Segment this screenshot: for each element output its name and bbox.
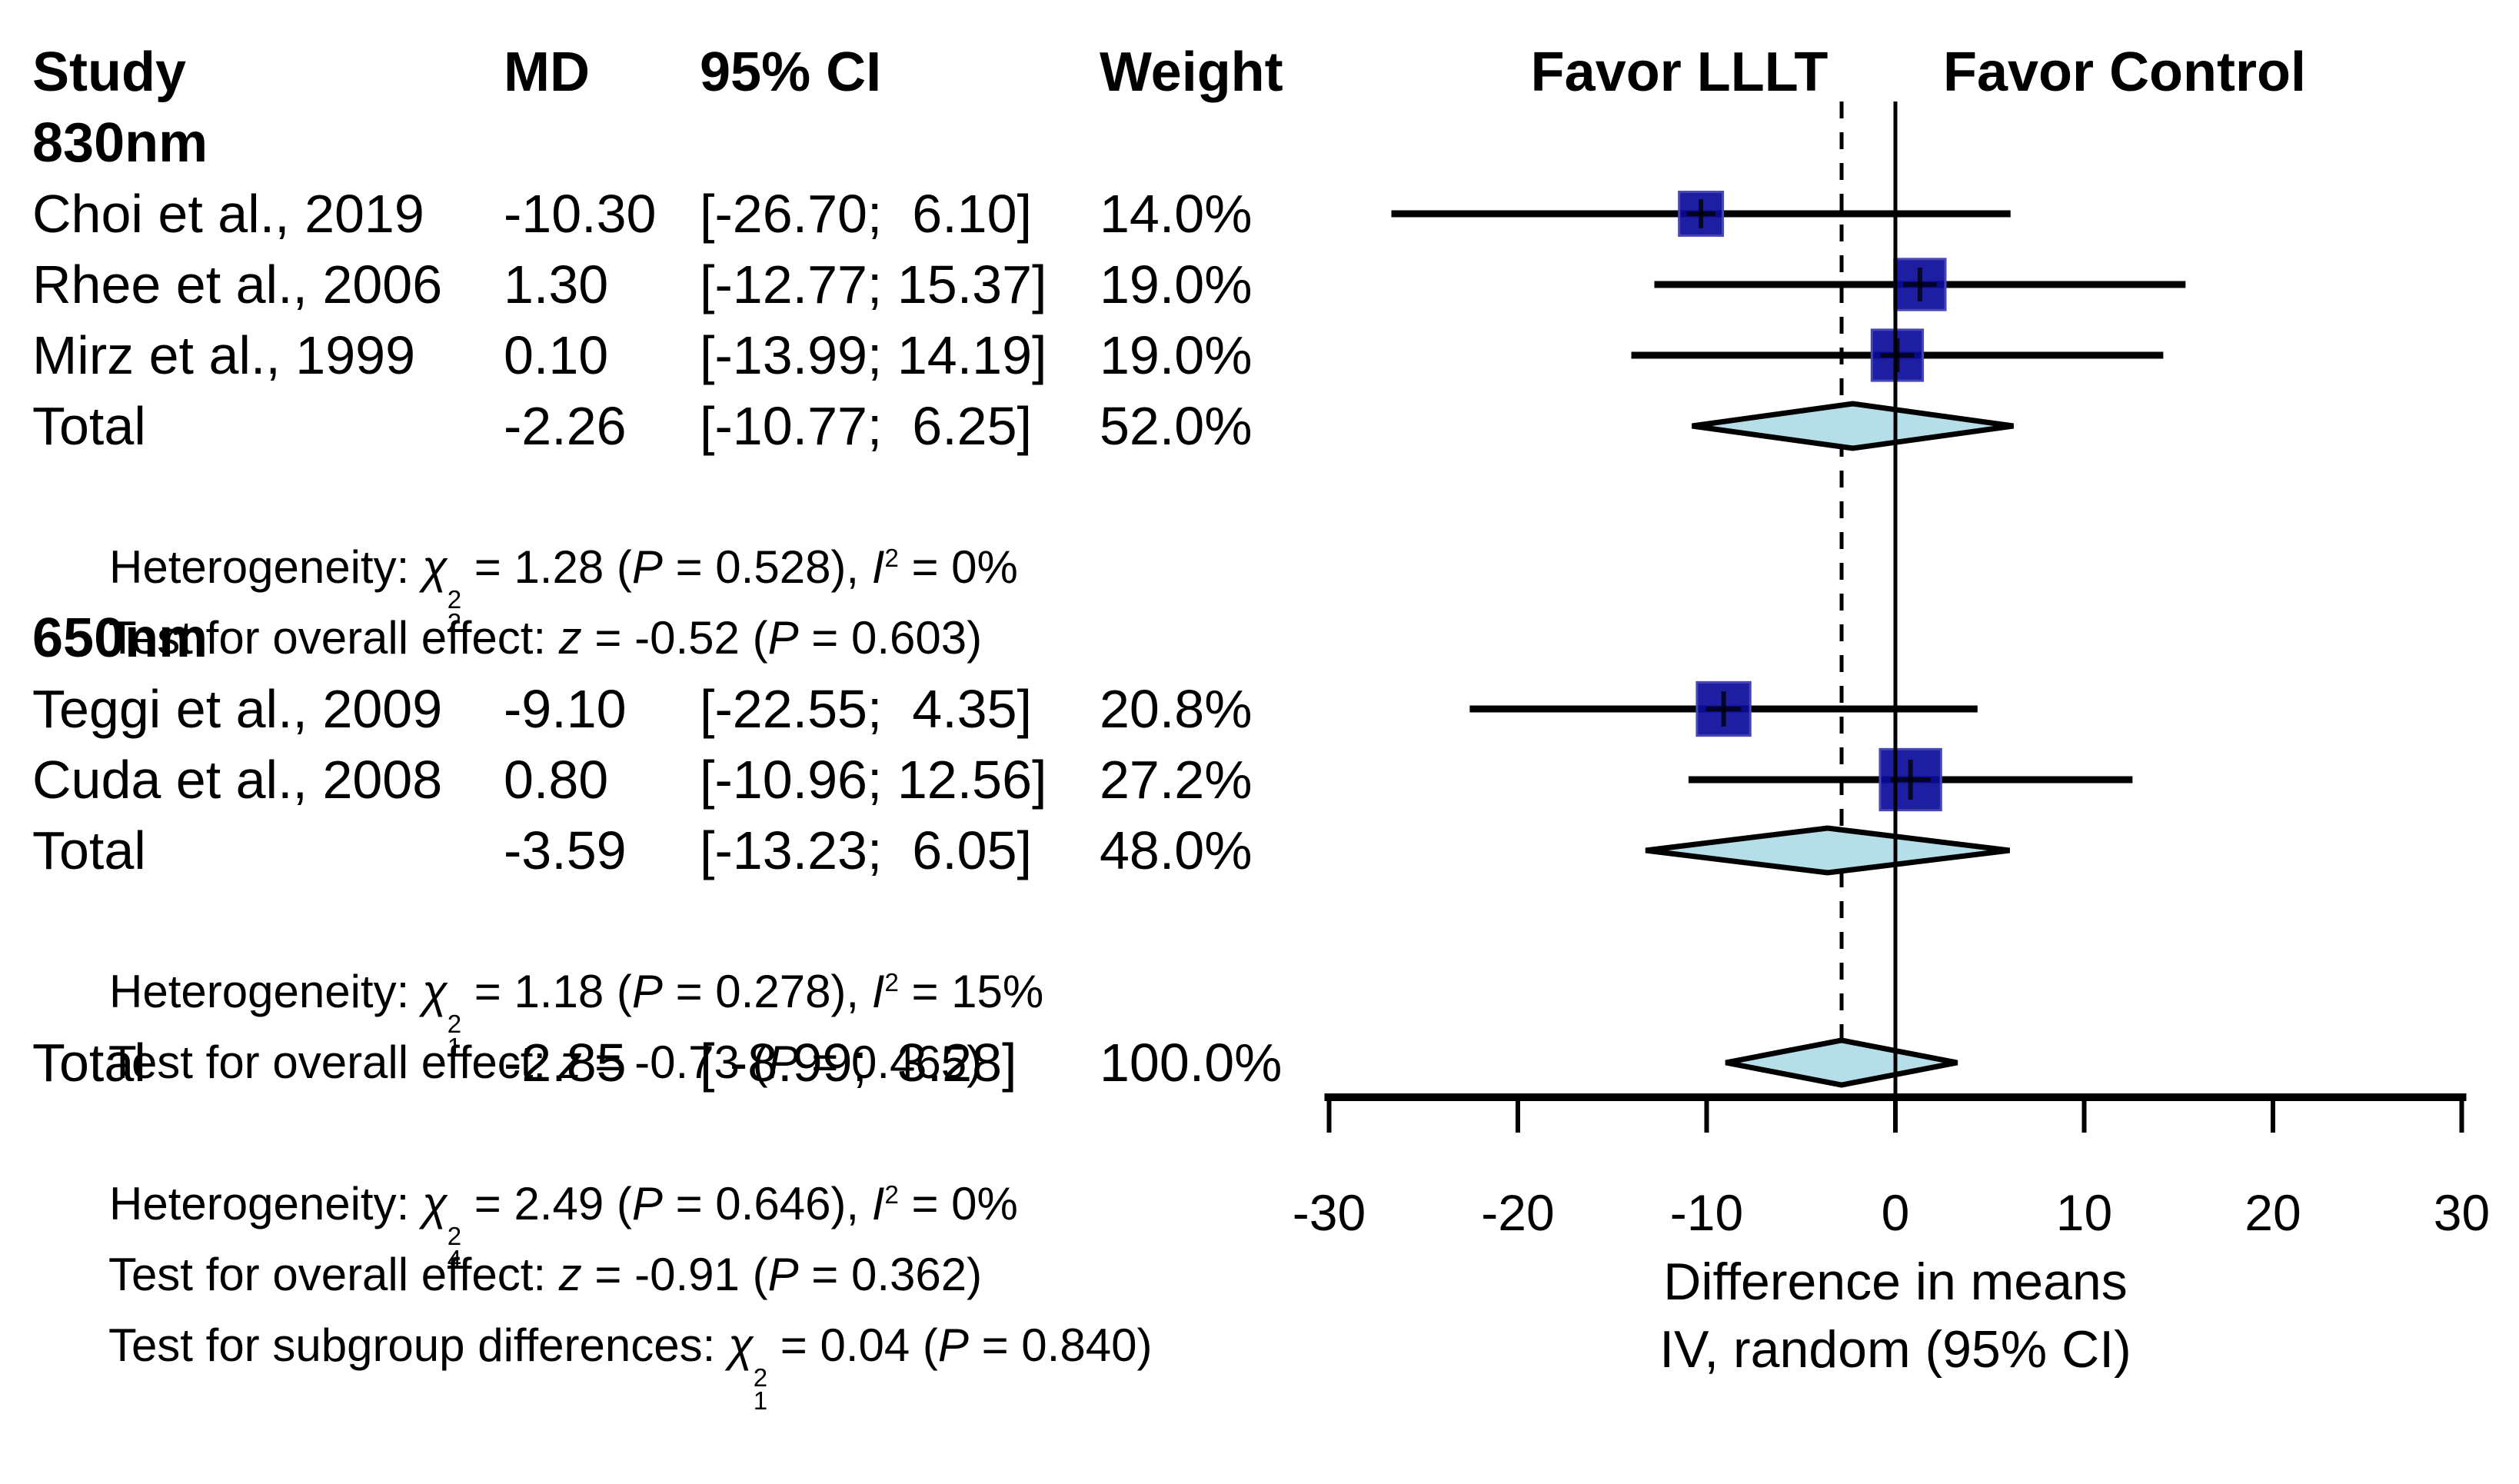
table-row-total-650: Total -3.59 [-13.23; 6.05] 48.0% [32, 815, 1324, 886]
study-name: Cuda et al., 2008 [32, 750, 443, 810]
favor-left-label: Favor LLLT [1530, 42, 1829, 103]
md-value: -2.85 [504, 1033, 627, 1093]
table-row-cuda: Cuda et al., 2008 0.80 [-10.96; 12.56] 2… [32, 744, 1324, 815]
subgroup-label-830nm: 830nm [32, 112, 208, 174]
md-value: -3.59 [504, 820, 627, 880]
x-axis-tick-label: 20 [2244, 1184, 2301, 1241]
weight-value: 52.0% [1100, 396, 1253, 456]
weight-value: 27.2% [1100, 750, 1253, 810]
table-row-mirz: Mirz et al., 1999 0.10 [-13.99; 14.19] 1… [32, 320, 1324, 391]
study-name: Total [32, 820, 146, 880]
favor-right-label: Favor Control [1942, 42, 2307, 103]
col-header-study: Study [32, 42, 187, 103]
chi-symbol: χ [421, 1178, 448, 1229]
col-header-weight: Weight [1100, 42, 1283, 103]
weight-value: 19.0% [1100, 325, 1253, 385]
chi-symbol: χ [727, 1319, 754, 1371]
pooled-diamond-marker [1725, 1037, 1958, 1088]
ci-value: [-22.55; 4.35] [700, 679, 1032, 739]
x-axis-tick-label: -30 [1293, 1184, 1366, 1241]
x-axis-label-line1: Difference in means [1663, 1253, 2128, 1311]
study-name: Total [32, 396, 146, 456]
pooled-diamond-marker [1692, 401, 2014, 451]
study-name: Choi et al., 2019 [32, 184, 424, 244]
ci-value: [-13.23; 6.05] [700, 820, 1032, 880]
x-axis-tick-label: 10 [2056, 1184, 2112, 1241]
md-value: -2.26 [504, 396, 627, 456]
weight-value: 14.0% [1100, 184, 1253, 244]
md-value: 1.30 [504, 255, 609, 314]
ci-value: [-10.77; 6.25] [700, 396, 1032, 456]
study-name: Teggi et al., 2009 [32, 679, 443, 739]
x-axis-tick-label: 0 [1882, 1184, 1910, 1241]
ci-value: [-10.96; 12.56] [700, 750, 1047, 810]
test-overall-effect-650: Test for overall effect: z = -0.73 (P = … [108, 1036, 983, 1088]
subgroup-label-650nm: 650nm [32, 607, 208, 669]
ci-value: [-12.77; 15.37] [700, 255, 1047, 314]
forest-plot-figure: Study MD 95% CI Weight 830nm Choi et al.… [32, 37, 2490, 1416]
table-row-choi: Choi et al., 2019 -10.30 [-26.70; 6.10] … [32, 178, 1324, 249]
weight-value: 48.0% [1100, 820, 1253, 880]
md-value: 0.10 [504, 325, 609, 385]
x-axis-tick-label: -20 [1481, 1184, 1554, 1241]
chi-symbol: χ [421, 541, 448, 593]
md-value: -10.30 [504, 184, 657, 244]
weight-value: 100.0% [1100, 1033, 1283, 1093]
weight-value: 20.8% [1100, 679, 1253, 739]
md-value: -9.10 [504, 679, 627, 739]
study-name: Rhee et al., 2006 [32, 255, 443, 314]
col-header-ci: 95% CI [700, 42, 882, 103]
table-header-row: Study MD 95% CI Weight [32, 37, 1324, 108]
study-table: Study MD 95% CI Weight 830nm Choi et al.… [32, 37, 1324, 1416]
table-row-teggi: Teggi et al., 2009 -9.10 [-22.55; 4.35] … [32, 674, 1324, 744]
weight-value: 19.0% [1100, 255, 1253, 314]
test-overall-effect-830: Test for overall effect: z = -0.52 (P = … [108, 612, 983, 664]
table-row-total-830: Total -2.26 [-10.77; 6.25] 52.0% [32, 391, 1324, 461]
table-row-total-overall: Total -2.85 [ -8.99; 3.28] 100.0% [32, 1027, 1324, 1098]
md-value: 0.80 [504, 750, 609, 810]
col-header-md: MD [504, 42, 590, 103]
x-axis-tick-label: 30 [2434, 1184, 2490, 1241]
x-axis-label-line2: IV, random (95% CI) [1659, 1320, 2131, 1379]
x-axis-tick-label: -10 [1670, 1184, 1743, 1241]
ci-value: [-13.99; 14.19] [700, 325, 1047, 385]
ci-value: [ -8.99; 3.28] [700, 1033, 1017, 1093]
pooled-diamond-marker [1645, 825, 2010, 876]
study-name: Total [32, 1033, 146, 1093]
chi-symbol: χ [421, 966, 448, 1017]
study-name: Mirz et al., 1999 [32, 325, 415, 385]
forest-plot-canvas: -30 -20 -10 0 10 20 30 [1293, 101, 2490, 1241]
test-overall-effect-overall: Test for overall effect: z = -0.91 (P = … [108, 1249, 983, 1300]
table-row-rhee: Rhee et al., 2006 1.30 [-12.77; 15.37] 1… [32, 249, 1324, 320]
ci-value: [-26.70; 6.10] [700, 184, 1032, 244]
